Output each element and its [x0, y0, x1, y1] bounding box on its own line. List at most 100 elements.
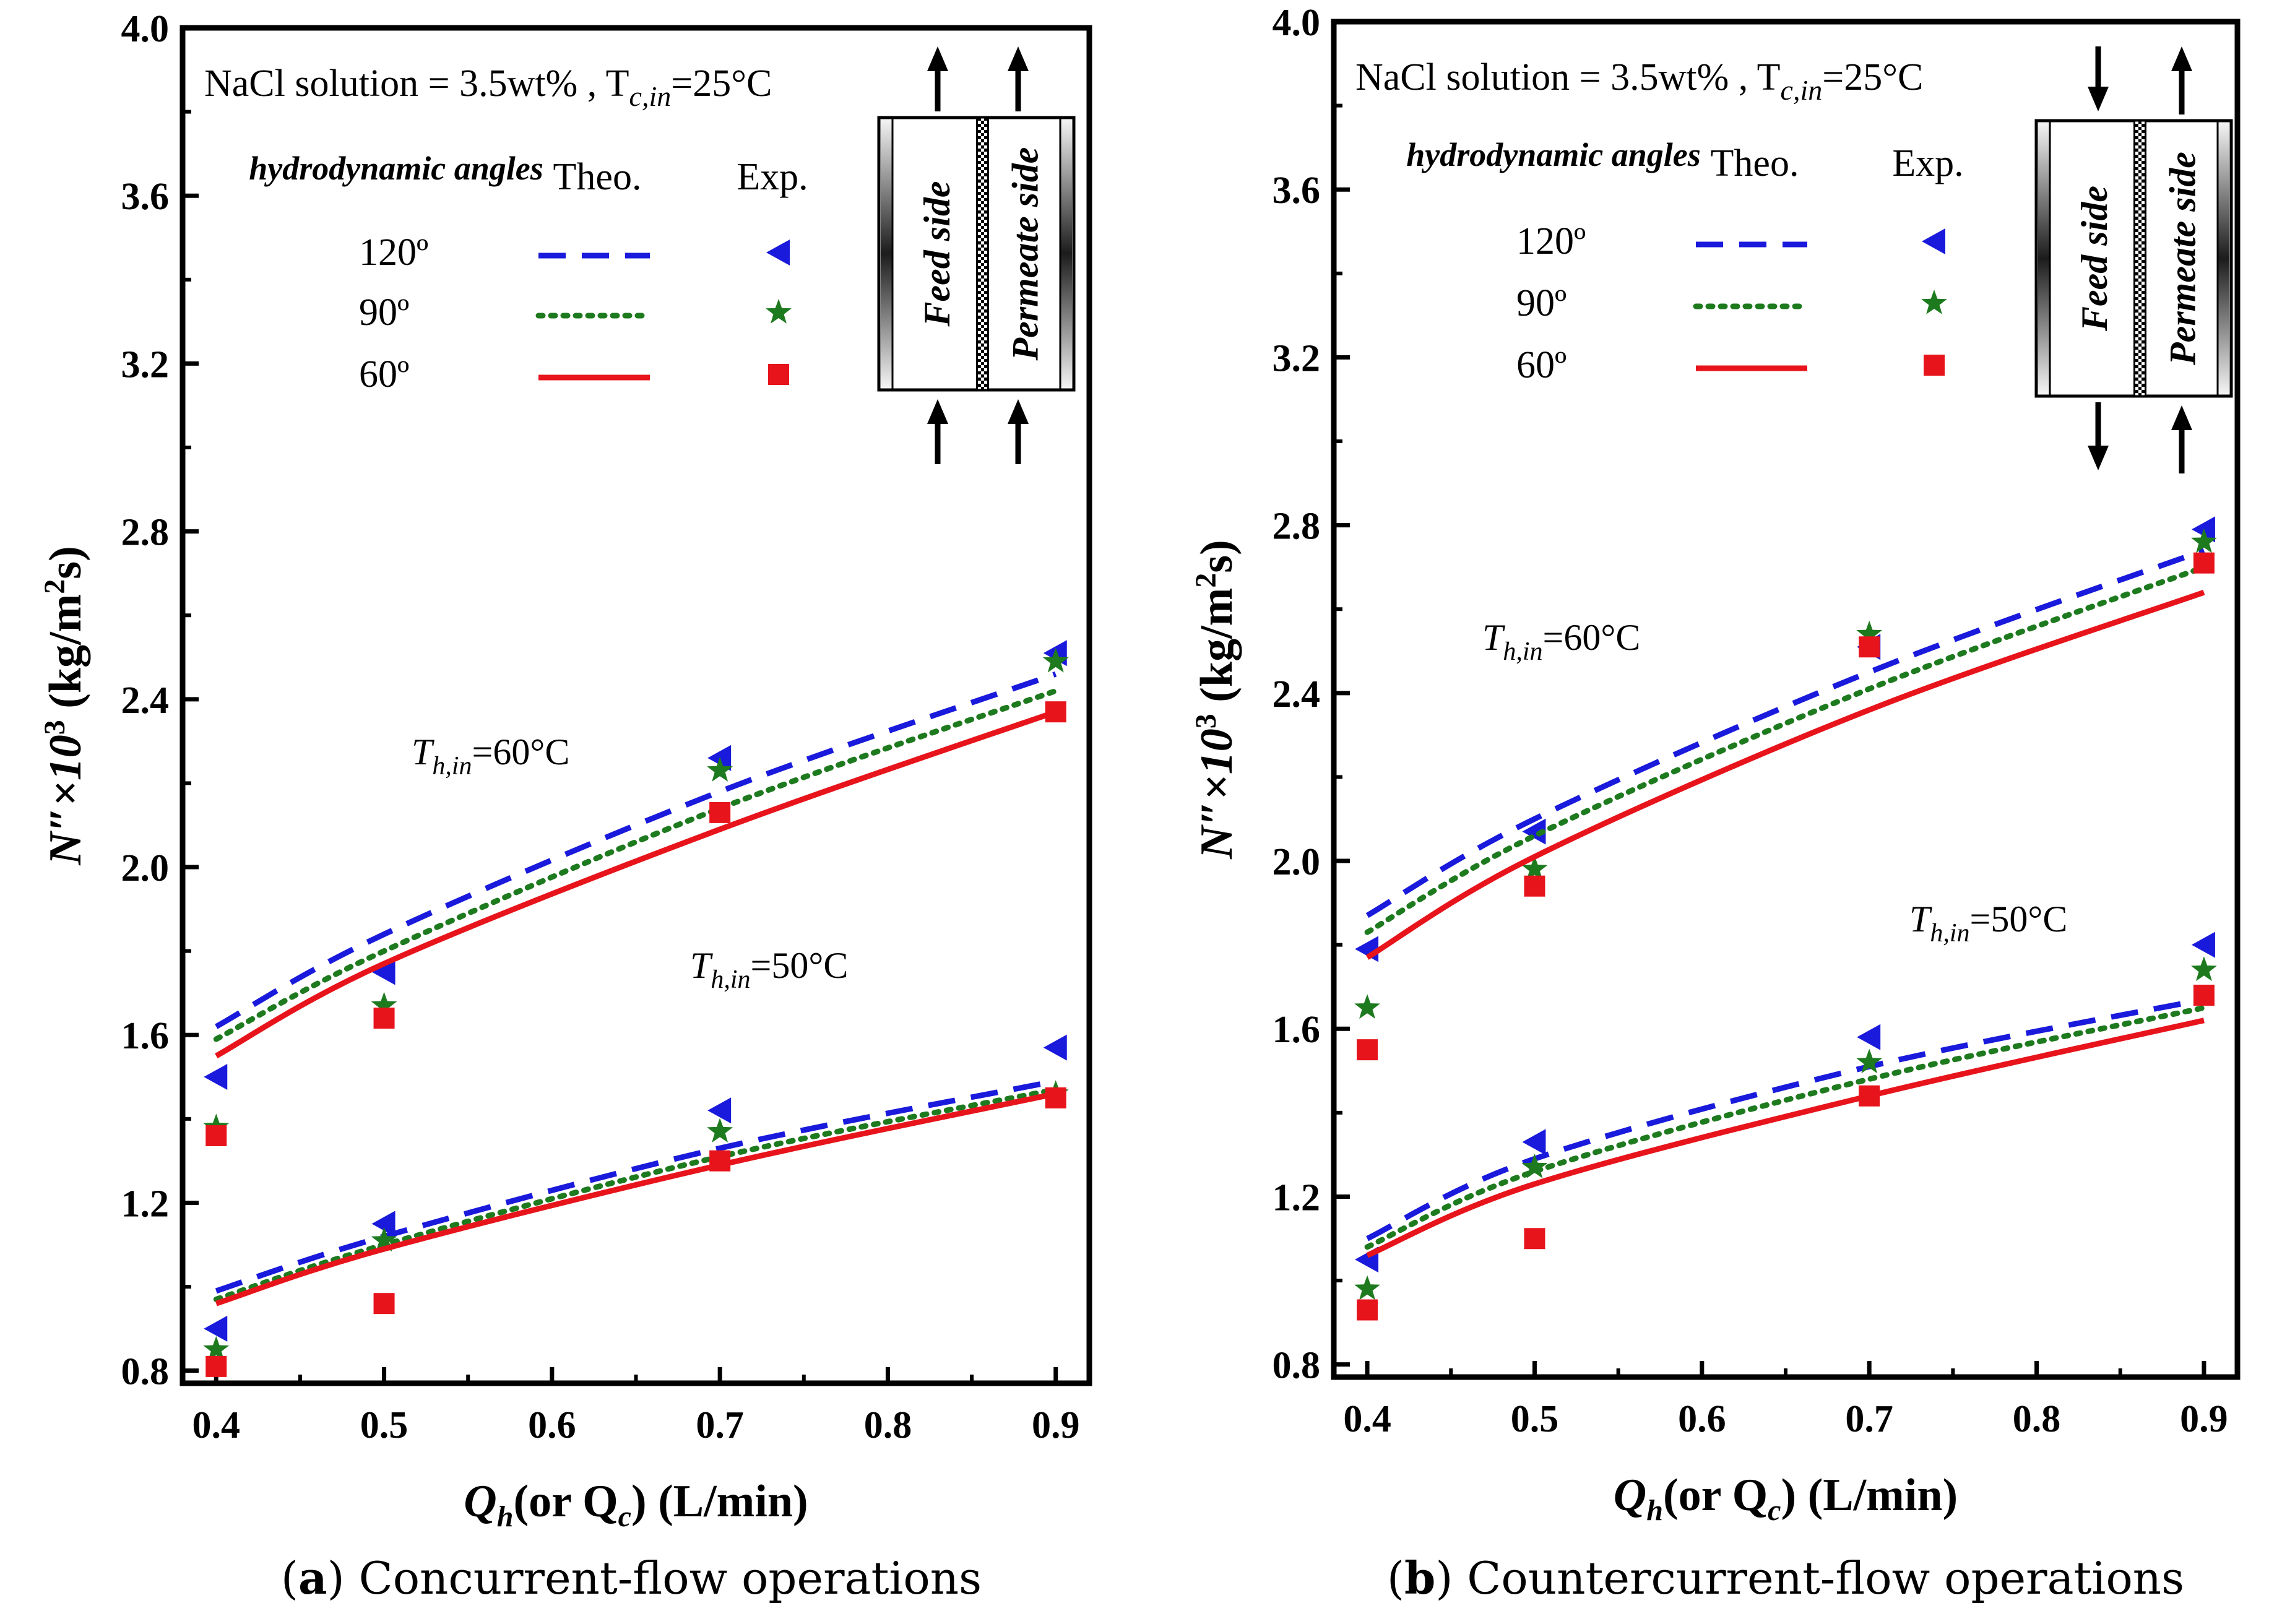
b-annotation-1-main: T — [1909, 899, 1932, 939]
a-exp-point-1-3 — [1042, 647, 1069, 673]
a-annotation-0-end: =60°C — [472, 732, 570, 772]
a-exp-point-5-1 — [373, 1293, 395, 1315]
a-caption-text: Concurrent-flow operations — [359, 1552, 982, 1604]
a-xlabel-end: ) (L/min) — [631, 1476, 808, 1527]
a-annotation-0-sub: h,in — [432, 752, 472, 780]
a-annotation-0-main: T — [412, 732, 434, 772]
a-condition-text: NaCl solution = 3.5wt% , Tc,in=25°C — [204, 63, 772, 112]
a-ytick-label-0: 0.8 — [121, 1351, 170, 1393]
b-ylabel-sup: 3 — [1190, 714, 1222, 728]
a-xlabel-mid: (or Q — [513, 1476, 618, 1527]
b-condition-text: NaCl solution = 3.5wt% , Tc,in=25°C — [1355, 56, 1923, 106]
b-theory-curve-2 — [1365, 589, 2205, 960]
b-exp-point-3-3 — [2191, 931, 2215, 958]
b-annotation-1: Th,in=50°C — [1909, 899, 2067, 948]
b-theory-curve-1 — [1364, 564, 2207, 935]
b-xtick-label-5: 0.9 — [2180, 1398, 2228, 1440]
a-annotation-1-sub: h,in — [711, 965, 750, 994]
b-module-wall-right — [2218, 123, 2229, 394]
a-caption-open: ( — [281, 1552, 298, 1604]
b-ylabel-unit: (kg/m — [1191, 588, 1242, 714]
b-condition-main: NaCl solution = 3.5wt% , T — [1355, 56, 1781, 98]
a-module-schematic: Feed side Permeate side — [877, 46, 1076, 464]
b-xtick-label-3: 0.7 — [1845, 1398, 1893, 1440]
a-ylabel-unit-end: s) — [40, 546, 91, 579]
a-feed-inlet-arrow-head — [927, 399, 948, 424]
b-feed-side-label: Feed side — [2074, 186, 2115, 332]
b-exp-point-3-1 — [1522, 1129, 1546, 1155]
a-ytick-label-6: 3.2 — [121, 343, 170, 386]
b-xtick-label-4: 0.8 — [2013, 1398, 2061, 1440]
a-exp-point-4-0 — [203, 1336, 230, 1361]
b-feed-inlet-arrow — [2088, 46, 2109, 111]
b-permeate-side-label: Permeate side — [2162, 152, 2203, 366]
a-feed-side-label: Feed side — [917, 181, 957, 327]
a-xlabel-sub-h: h — [497, 1500, 514, 1533]
b-legend-angle-0: 120º — [1516, 220, 1586, 262]
b-annotation-0-end: =60°C — [1543, 617, 1641, 658]
a-xtick-label-3: 0.7 — [696, 1404, 744, 1446]
b-xlabel-end: ) (L/min) — [1781, 1470, 1958, 1521]
a-legend-exp: Exp. — [737, 156, 808, 198]
a-theory-curve-1 — [213, 688, 1059, 1042]
b-exp-point-5-3 — [2193, 985, 2215, 1006]
b-xtick-label-2: 0.6 — [1678, 1398, 1726, 1440]
a-legend-marker-1 — [766, 299, 792, 324]
b-permeate-outlet-arrow-head — [2171, 46, 2192, 71]
a-xtick-label-0: 0.4 — [192, 1404, 241, 1446]
b-exp-point-5-1 — [1524, 1228, 1545, 1250]
a-exp-point-2-1 — [373, 1008, 395, 1029]
a-caption-close: ) — [327, 1552, 359, 1604]
b-legend-marker-1 — [1921, 290, 1947, 314]
a-exp-point-3-0 — [204, 1315, 228, 1342]
b-exp-point-1-0 — [1354, 994, 1380, 1019]
a-ylabel-unit: (kg/m — [40, 594, 91, 720]
a-condition-main: NaCl solution = 3.5wt% , T — [204, 63, 629, 105]
a-ylabel-main: N″×10 — [40, 735, 91, 865]
b-xtick-label-0: 0.4 — [1343, 1398, 1391, 1440]
a-xtick-label-2: 0.6 — [528, 1404, 576, 1446]
b-caption-close: ) — [1435, 1552, 1467, 1604]
a-ylabel-sup: 3 — [38, 720, 71, 735]
a-theory-curve-2 — [215, 709, 1057, 1059]
a-theory-curve-5 — [215, 1091, 1057, 1307]
b-xtick-label-1: 0.5 — [1511, 1398, 1559, 1440]
b-exp-point-1-1 — [1521, 855, 1548, 881]
a-permeate-inlet-arrow-head — [1008, 399, 1029, 424]
b-exp-point-2-2 — [1859, 636, 1880, 658]
b-xlabel-sub-h: h — [1646, 1494, 1663, 1527]
b-exp-point-2-3 — [2193, 552, 2215, 574]
b-ytick-label-2: 1.6 — [1273, 1009, 1321, 1051]
a-permeate-inlet-arrow — [1008, 399, 1029, 464]
b-feed-inlet-arrow-head — [2088, 87, 2109, 111]
a-permeate-outlet-arrow-head — [1008, 46, 1029, 71]
b-exp-point-0-0 — [1355, 936, 1379, 962]
b-membrane — [2133, 119, 2146, 397]
b-ytick-label-5: 2.8 — [1273, 506, 1321, 548]
a-legend-theo: Theo. — [553, 156, 642, 198]
b-exp-point-5-0 — [1357, 1299, 1378, 1321]
b-theory-curve-3 — [1366, 996, 2205, 1242]
b-x-axis-title: Qh(or Qc) (L/min) — [1614, 1470, 1958, 1527]
b-exp-point-3-2 — [1857, 1024, 1881, 1050]
b-ytick-label-0: 0.8 — [1273, 1345, 1321, 1387]
a-feed-inlet-arrow — [927, 399, 948, 464]
b-exp-point-1-2 — [1856, 620, 1883, 646]
b-ytick-label-4: 2.4 — [1273, 673, 1321, 715]
b-exp-point-2-0 — [1357, 1039, 1378, 1061]
a-condition-sub: c,in — [629, 80, 672, 112]
b-exp-point-0-1 — [1522, 818, 1546, 845]
b-exp-point-5-2 — [1859, 1085, 1880, 1107]
a-ylabel-unit-sup: 2 — [38, 579, 71, 594]
b-condition-end: =25°C — [1822, 56, 1923, 98]
a-exp-point-0-2 — [707, 745, 732, 771]
b-caption-letter: b — [1404, 1552, 1435, 1604]
a-exp-point-1-2 — [707, 757, 733, 782]
a-exp-point-5-0 — [205, 1355, 227, 1377]
a-exp-point-3-3 — [1043, 1034, 1067, 1061]
b-ylabel-unit-end: s) — [1191, 540, 1242, 572]
a-caption: (a) Concurrent-flow operations — [281, 1552, 982, 1604]
b-legend-angle-2: 60º — [1516, 344, 1567, 386]
b-legend-exp: Exp. — [1892, 142, 1963, 184]
